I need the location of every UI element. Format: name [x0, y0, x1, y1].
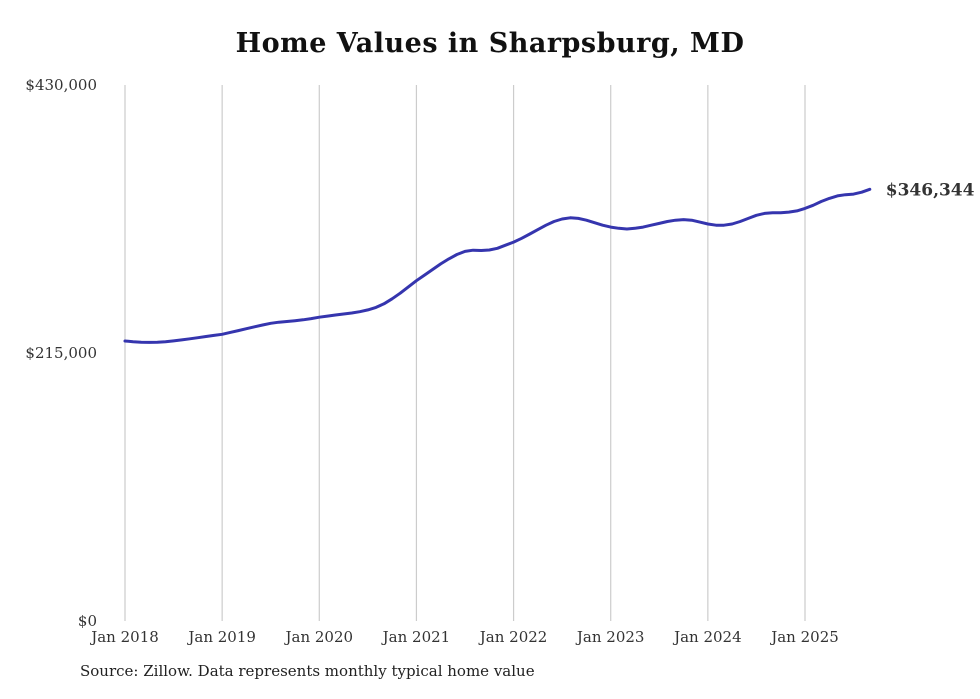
x-tick-label: Jan 2022: [478, 628, 548, 646]
x-tick-label: Jan 2021: [381, 628, 451, 646]
end-value-label: $346,344: [886, 180, 975, 200]
source-note: Source: Zillow. Data represents monthly …: [80, 662, 535, 680]
x-tick-label: Jan 2024: [672, 628, 742, 646]
x-tick-label: Jan 2025: [769, 628, 839, 646]
y-tick-label: $0: [78, 612, 97, 630]
x-tick-label: Jan 2023: [575, 628, 645, 646]
x-tick-label: Jan 2018: [89, 628, 159, 646]
x-tick-label: Jan 2020: [284, 628, 354, 646]
chart-title: Home Values in Sharpsburg, MD: [235, 28, 745, 59]
y-tick-label: $430,000: [25, 76, 97, 94]
x-tick-label: Jan 2019: [186, 628, 256, 646]
y-tick-label: $215,000: [25, 344, 97, 362]
home-value-series-line: [123, 187, 872, 344]
